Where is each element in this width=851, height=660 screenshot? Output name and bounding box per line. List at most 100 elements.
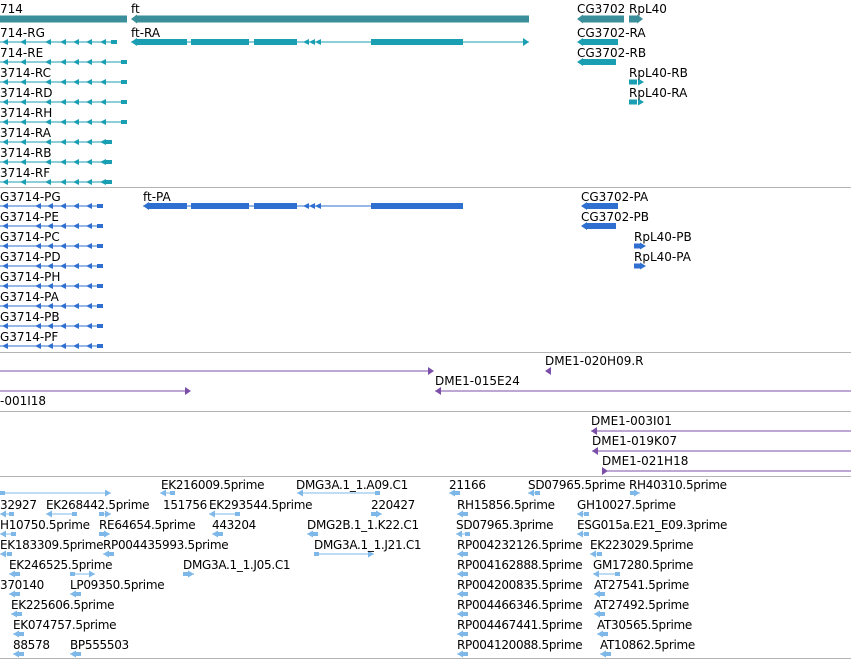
- exon-arrow[interactable]: [100, 179, 106, 185]
- est-block[interactable]: [11, 532, 16, 536]
- est-arrow[interactable]: [0, 550, 6, 558]
- exon-arrow[interactable]: [73, 139, 79, 145]
- protein-label[interactable]: RpL40-PB: [634, 230, 692, 244]
- gene-block[interactable]: [137, 15, 529, 23]
- exon-arrow[interactable]: [20, 119, 26, 125]
- exon-arrow[interactable]: [73, 283, 79, 289]
- est-block[interactable]: [463, 592, 468, 596]
- exon-arrow[interactable]: [73, 203, 79, 209]
- clone-arrow[interactable]: [545, 367, 551, 375]
- exon-arrow[interactable]: [523, 38, 529, 46]
- exon-arrow[interactable]: [315, 39, 321, 45]
- est-arrow[interactable]: [457, 630, 463, 638]
- est-block[interactable]: [600, 612, 605, 616]
- exon-arrow[interactable]: [131, 38, 137, 46]
- est-arrow[interactable]: [457, 590, 463, 598]
- clone-arrow[interactable]: [592, 447, 598, 455]
- est-block[interactable]: [235, 512, 240, 516]
- transcript-label[interactable]: ft-RA: [131, 26, 161, 40]
- gene-block[interactable]: [629, 15, 637, 23]
- exon-arrow[interactable]: [60, 119, 66, 125]
- exon-arrow[interactable]: [20, 159, 26, 165]
- est-label[interactable]: RP004466346.5prime: [457, 598, 583, 612]
- protein-label[interactable]: CG3702-PA: [581, 190, 649, 204]
- exon-arrow[interactable]: [309, 203, 315, 209]
- protein-label[interactable]: G3714-PH: [0, 270, 61, 284]
- est-block[interactable]: [76, 652, 81, 656]
- exon-arrow[interactable]: [60, 223, 66, 229]
- exon-arrow[interactable]: [73, 99, 79, 105]
- exon-arrow[interactable]: [45, 179, 51, 185]
- exon-arrow[interactable]: [47, 323, 53, 329]
- exon-arrow[interactable]: [2, 139, 8, 145]
- est-arrow[interactable]: [600, 650, 606, 658]
- est-arrow[interactable]: [594, 610, 600, 618]
- exon-arrow[interactable]: [86, 323, 92, 329]
- exon-block[interactable]: [634, 263, 640, 269]
- est-arrow[interactable]: [577, 530, 583, 538]
- est-label[interactable]: H10750.5prime: [0, 518, 90, 532]
- exon-block[interactable]: [583, 59, 616, 65]
- exon-block[interactable]: [254, 39, 297, 45]
- exon-arrow[interactable]: [638, 78, 644, 86]
- est-block[interactable]: [371, 512, 376, 516]
- exon-arrow[interactable]: [20, 79, 26, 85]
- exon-arrow[interactable]: [638, 98, 644, 106]
- est-arrow[interactable]: [89, 570, 95, 578]
- exon-block[interactable]: [254, 203, 297, 209]
- exon-arrow[interactable]: [86, 119, 92, 125]
- protein-label[interactable]: G3714-PF: [0, 330, 59, 344]
- est-arrow[interactable]: [105, 510, 111, 518]
- transcript-label[interactable]: 3714-RB: [0, 146, 52, 160]
- est-label[interactable]: EK293544.5prime: [209, 498, 313, 512]
- est-label[interactable]: SD07965.3prime: [456, 518, 554, 532]
- exon-arrow[interactable]: [86, 179, 92, 185]
- gene-block[interactable]: [583, 15, 624, 23]
- exon-arrow[interactable]: [35, 343, 41, 349]
- exon-arrow[interactable]: [73, 263, 79, 269]
- est-label[interactable]: RP004200835.5prime: [457, 578, 583, 592]
- est-arrow[interactable]: [13, 630, 19, 638]
- exon-block[interactable]: [106, 160, 112, 164]
- protein-label[interactable]: G3714-PA: [0, 290, 59, 304]
- exon-arrow[interactable]: [86, 79, 92, 85]
- exon-block[interactable]: [634, 243, 640, 249]
- est-block[interactable]: [7, 552, 12, 556]
- est-arrow[interactable]: [457, 550, 463, 558]
- est-block[interactable]: [584, 512, 589, 516]
- est-arrow[interactable]: [212, 530, 218, 538]
- exon-arrow[interactable]: [73, 39, 79, 45]
- exon-arrow[interactable]: [35, 203, 41, 209]
- clone-label[interactable]: DME1-020H09.R: [545, 354, 644, 368]
- clone-arrow[interactable]: [428, 367, 434, 375]
- exon-arrow[interactable]: [2, 263, 8, 269]
- est-block[interactable]: [313, 532, 318, 536]
- est-arrow[interactable]: [590, 550, 596, 558]
- exon-block[interactable]: [97, 264, 103, 268]
- exon-block[interactable]: [111, 40, 117, 44]
- exon-arrow[interactable]: [47, 243, 53, 249]
- exon-arrow[interactable]: [73, 59, 79, 65]
- est-block[interactable]: [463, 612, 468, 616]
- exon-block[interactable]: [191, 39, 249, 45]
- est-label[interactable]: BP555503: [70, 638, 129, 652]
- est-label[interactable]: 21166: [449, 478, 486, 492]
- exon-arrow[interactable]: [86, 263, 92, 269]
- exon-arrow[interactable]: [73, 79, 79, 85]
- exon-arrow[interactable]: [60, 179, 66, 185]
- exon-block[interactable]: [587, 203, 618, 209]
- exon-arrow[interactable]: [640, 242, 646, 250]
- exon-arrow[interactable]: [100, 59, 106, 65]
- exon-arrow[interactable]: [60, 263, 66, 269]
- exon-arrow[interactable]: [60, 243, 66, 249]
- est-block[interactable]: [606, 652, 611, 656]
- exon-block[interactable]: [97, 224, 103, 228]
- est-block[interactable]: [70, 572, 75, 576]
- exon-block[interactable]: [149, 203, 187, 209]
- est-arrow[interactable]: [0, 530, 6, 538]
- clone-label[interactable]: DME1-019K07: [592, 434, 678, 448]
- est-block[interactable]: [99, 532, 104, 536]
- exon-arrow[interactable]: [86, 59, 92, 65]
- est-label[interactable]: RE64654.5prime: [99, 518, 196, 532]
